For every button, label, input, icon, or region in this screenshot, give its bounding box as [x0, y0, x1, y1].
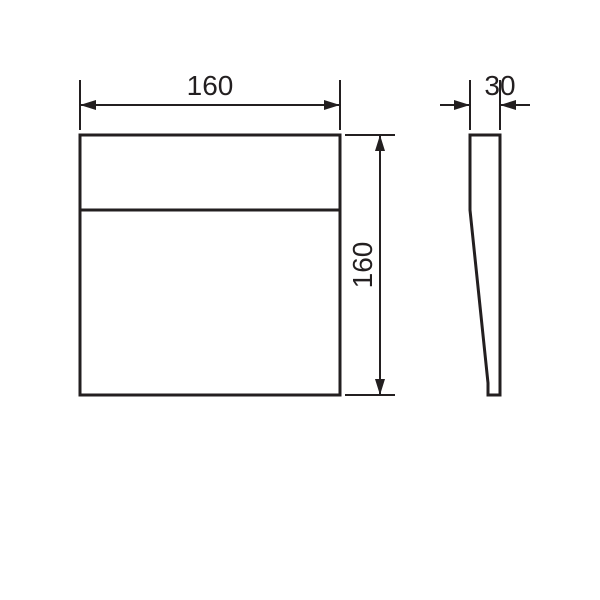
dimension-drawing: 160 160 30 [0, 0, 600, 600]
dim-height-160: 160 [345, 135, 395, 395]
side-view [470, 135, 500, 395]
side-outline [470, 135, 500, 395]
dim-width-160: 160 [80, 70, 340, 130]
dim-width-160-label: 160 [187, 70, 234, 101]
front-outline [80, 135, 340, 395]
dim-depth-30-label: 30 [484, 70, 515, 101]
dim-depth-30: 30 [440, 70, 530, 130]
dim-height-160-label: 160 [347, 242, 378, 289]
front-view [80, 135, 340, 395]
